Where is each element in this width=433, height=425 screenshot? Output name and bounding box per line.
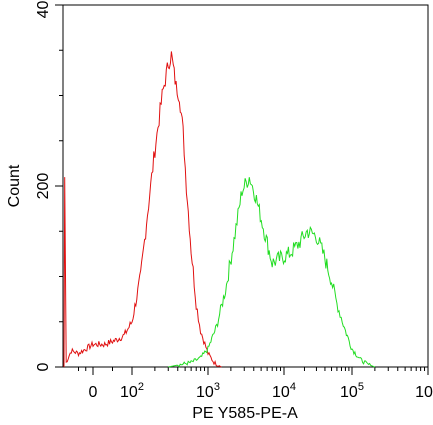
x-tick-label: 10 — [415, 384, 433, 401]
x-axis-title: PE Y585-PE-A — [192, 405, 298, 422]
y-axis-title: Count — [6, 164, 23, 207]
x-axis-ticks: 0 102 103 104 105 10 — [78, 367, 433, 401]
y-tick-label: 0 — [35, 362, 52, 371]
y-axis-ticks: 0 200 400 — [35, 0, 63, 371]
x-tick-label: 103 — [196, 381, 220, 401]
histogram-series-2 — [168, 177, 376, 368]
x-tick-label: 102 — [120, 381, 144, 401]
series-layer — [63, 51, 376, 368]
y-tick-label: 200 — [35, 173, 52, 200]
x-tick-label: 104 — [272, 381, 296, 401]
x-tick-label: 0 — [89, 384, 98, 401]
histogram-series-1 — [63, 51, 222, 368]
plot-frame — [62, 4, 429, 368]
x-tick-label: 105 — [340, 381, 364, 401]
y-tick-label: 400 — [35, 0, 52, 18]
